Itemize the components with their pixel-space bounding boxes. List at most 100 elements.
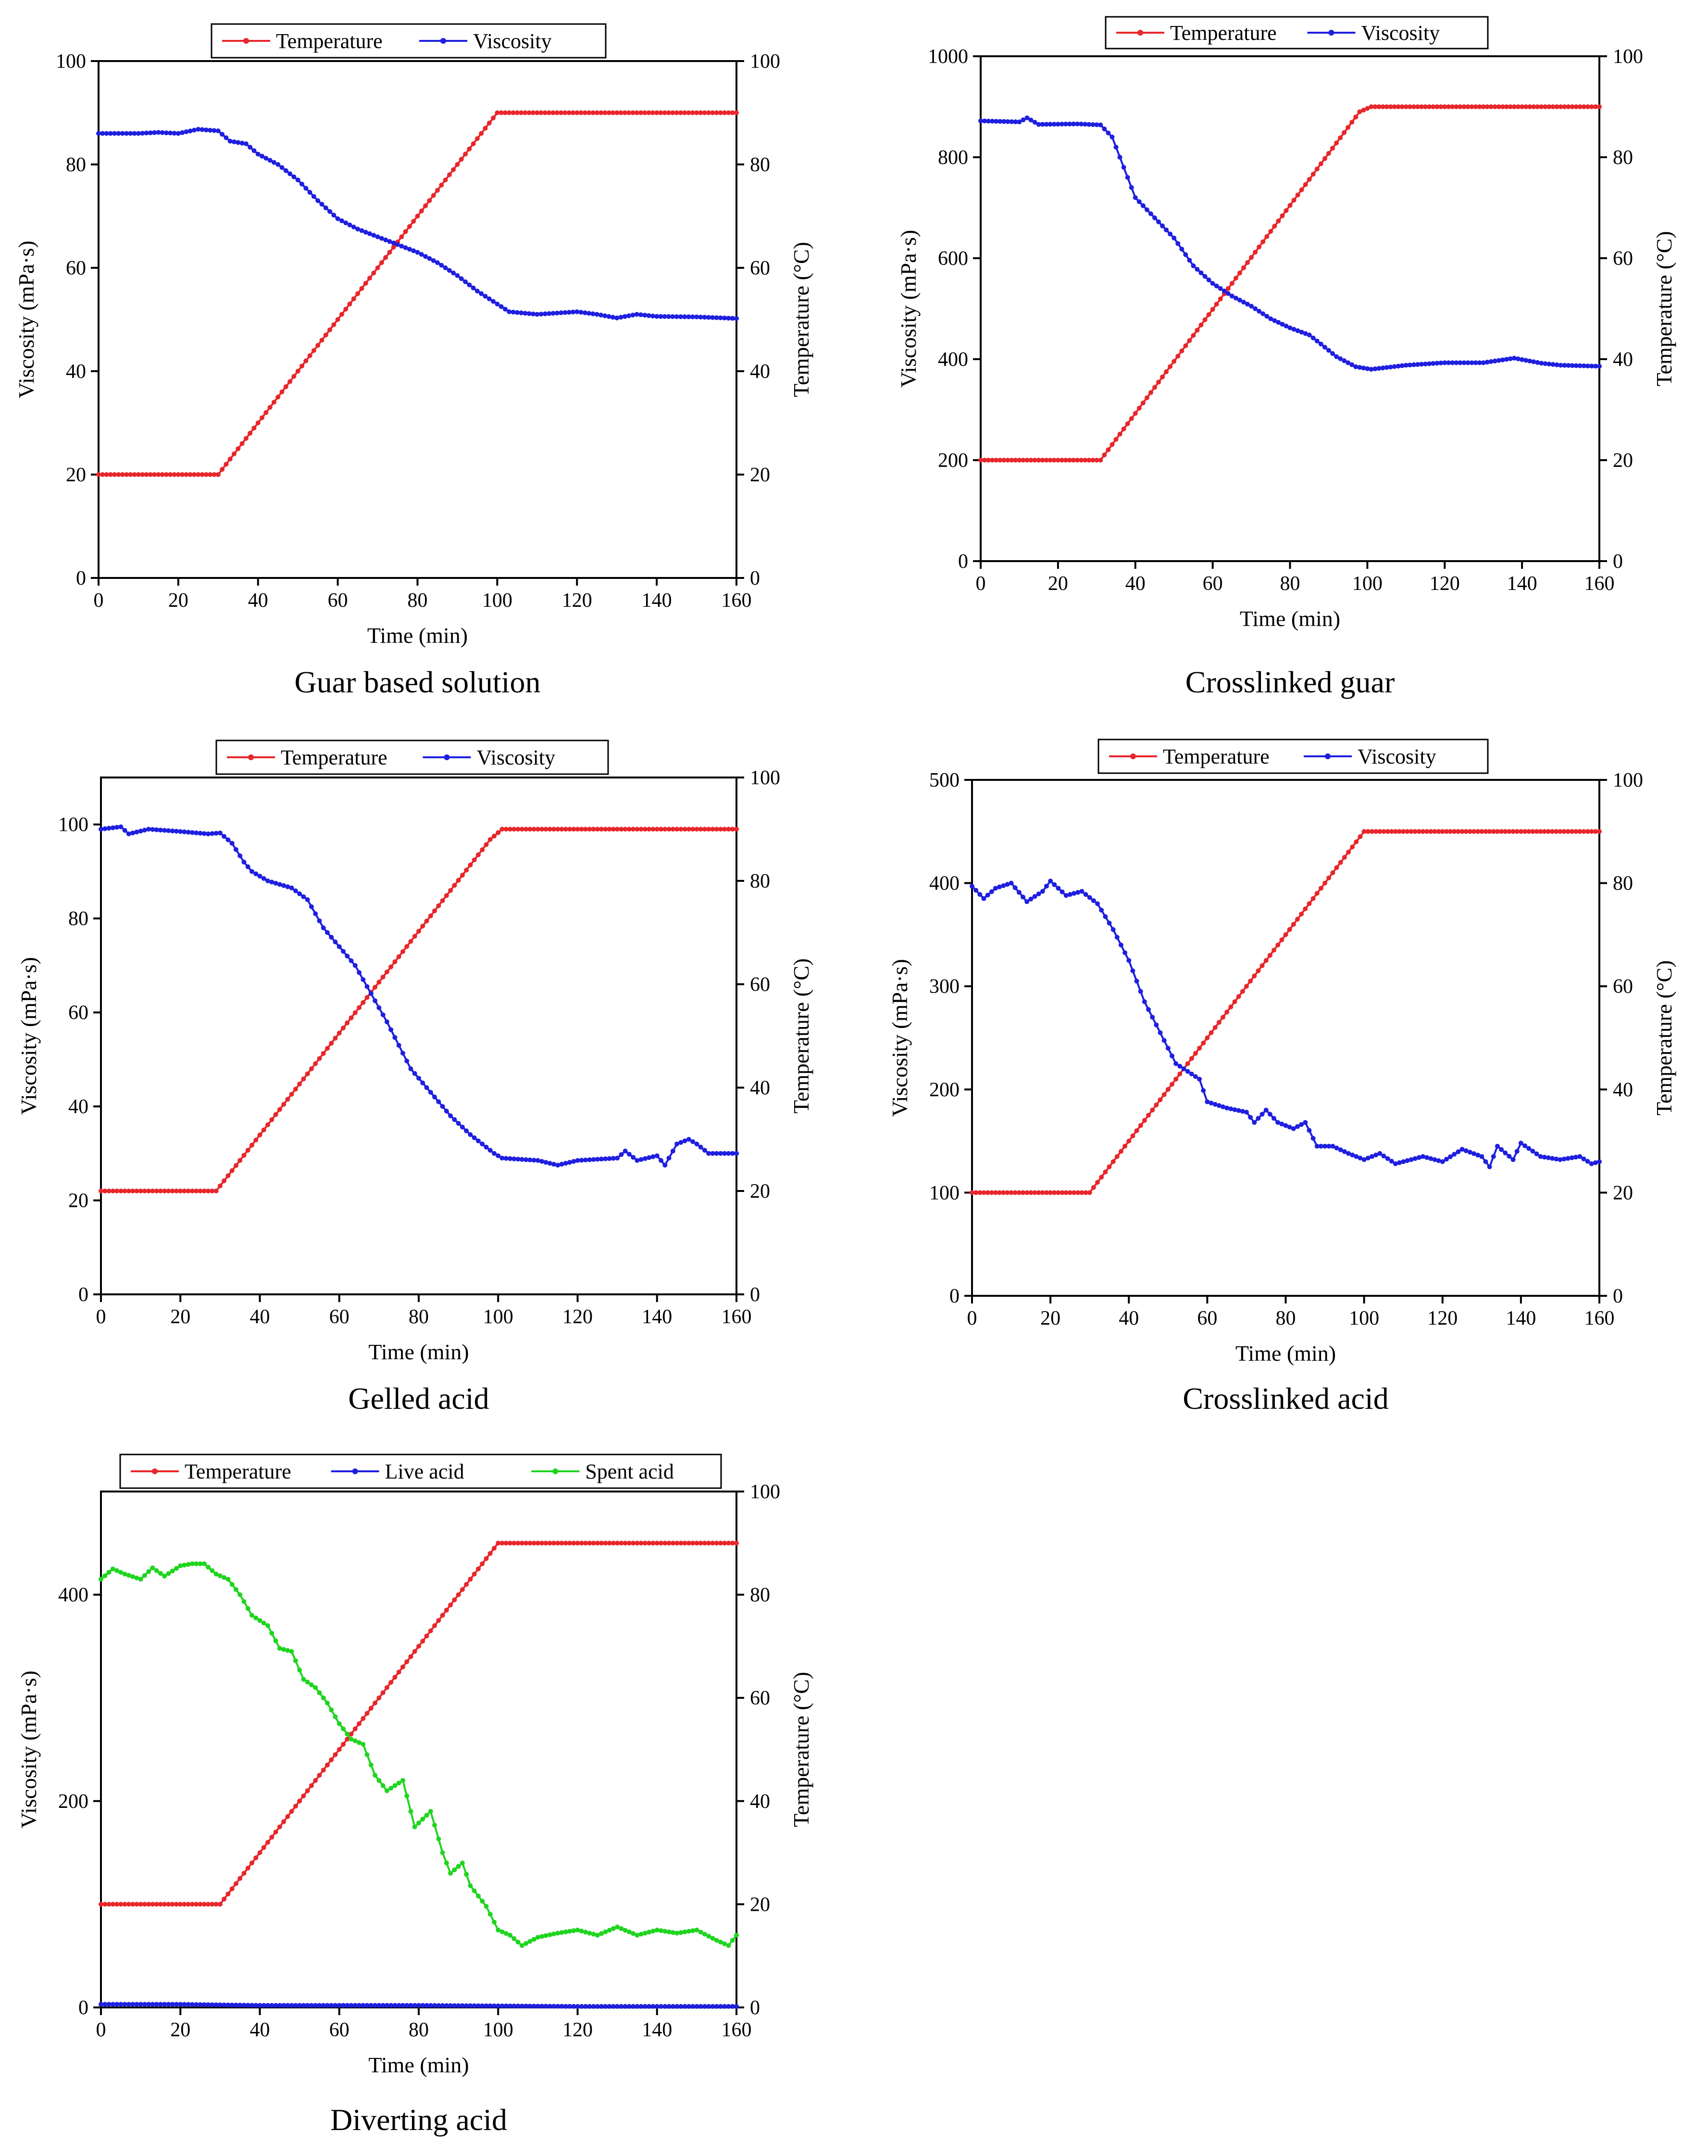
data-point	[1257, 309, 1262, 314]
data-point	[1291, 1126, 1296, 1131]
data-point	[140, 131, 145, 136]
data-point	[210, 1568, 215, 1573]
data-point	[281, 883, 287, 888]
data-point	[1063, 458, 1068, 463]
data-point	[395, 242, 400, 247]
data-point	[100, 131, 105, 136]
data-point	[283, 384, 288, 389]
data-point	[1412, 829, 1418, 834]
data-point	[375, 265, 380, 270]
data-point	[132, 472, 137, 477]
data-point	[345, 1020, 350, 1026]
data-point	[1565, 1156, 1571, 1161]
data-point	[130, 1902, 136, 1907]
data-point	[706, 315, 711, 320]
data-point	[539, 1159, 545, 1164]
data-point	[1585, 1159, 1590, 1164]
data-point	[690, 1928, 696, 1933]
data-point	[194, 1189, 199, 1193]
data-point	[1597, 104, 1602, 109]
x-tick-label: 40	[250, 1306, 270, 1328]
data-point	[981, 1190, 986, 1195]
data-point	[1440, 829, 1445, 834]
data-point	[491, 299, 496, 304]
legend-label: Spent acid	[585, 1460, 674, 1483]
data-point	[383, 255, 388, 260]
data-point	[970, 1190, 974, 1195]
data-point	[1249, 255, 1254, 260]
data-point	[376, 979, 382, 985]
data-point	[1146, 1113, 1151, 1118]
data-point	[172, 131, 177, 136]
data-point	[213, 1189, 219, 1193]
data-point	[293, 888, 298, 893]
data-point	[1198, 270, 1204, 276]
data-point	[182, 2002, 187, 2007]
data-point	[531, 311, 536, 316]
data-point	[578, 110, 584, 115]
data-point	[373, 2003, 378, 2008]
data-point	[293, 2003, 298, 2008]
data-point	[496, 1153, 501, 1158]
data-point	[1420, 829, 1425, 834]
data-point	[227, 138, 233, 144]
data-point	[1477, 360, 1482, 365]
x-tick-label: 100	[1352, 573, 1383, 595]
data-point	[1168, 364, 1173, 369]
data-point	[309, 1783, 314, 1788]
data-point	[1569, 1155, 1574, 1160]
y-right-tick-label: 20	[750, 1893, 770, 1916]
data-point	[1420, 1154, 1425, 1159]
legend-marker	[1325, 753, 1331, 759]
data-point	[638, 2004, 644, 2009]
data-point	[1173, 1077, 1179, 1082]
data-point	[1136, 199, 1142, 204]
data-point	[590, 311, 596, 316]
data-point	[428, 1090, 433, 1095]
data-point	[1365, 366, 1370, 371]
data-point	[1248, 1115, 1253, 1120]
data-point	[432, 1822, 437, 1828]
data-point	[99, 827, 103, 832]
data-point	[260, 415, 265, 420]
data-point	[150, 1189, 155, 1193]
data-point	[231, 139, 237, 144]
data-point	[305, 1788, 310, 1793]
data-point	[130, 830, 136, 836]
data-point	[1012, 885, 1018, 890]
data-point	[1522, 829, 1528, 834]
y-right-tick-label: 100	[1613, 46, 1643, 68]
data-point	[341, 2003, 346, 2008]
data-point	[452, 883, 457, 888]
data-point	[472, 1571, 477, 1577]
data-point	[229, 2002, 235, 2007]
data-point	[535, 1158, 540, 1163]
data-point	[1350, 844, 1355, 850]
data-point	[1209, 1030, 1214, 1035]
data-point	[1458, 360, 1463, 365]
data-point	[1500, 357, 1505, 363]
data-point	[990, 458, 995, 463]
chart-diverting-acid: 0 20 40 60 80 100 120 140 1600200400020406080100…	[16, 1454, 813, 2137]
data-point	[1154, 1102, 1159, 1107]
data-point	[419, 252, 424, 257]
data-point	[1117, 155, 1122, 160]
data-point	[273, 1638, 278, 1643]
data-point	[1103, 1169, 1108, 1175]
data-point	[1272, 948, 1277, 953]
data-point	[1244, 1110, 1249, 1115]
data-point	[718, 2004, 723, 2009]
data-point	[212, 472, 217, 477]
data-point	[1291, 198, 1297, 203]
data-point	[273, 1830, 278, 1835]
data-point	[1079, 1190, 1085, 1195]
data-point	[1086, 458, 1092, 463]
data-point	[245, 1606, 250, 1611]
y-left-tick-label: 100	[58, 814, 88, 836]
data-point	[1326, 1143, 1332, 1149]
data-point	[1365, 829, 1371, 834]
data-point	[599, 2004, 604, 2009]
data-point	[1446, 104, 1451, 109]
data-point	[491, 1151, 497, 1156]
data-point	[1205, 1099, 1210, 1104]
